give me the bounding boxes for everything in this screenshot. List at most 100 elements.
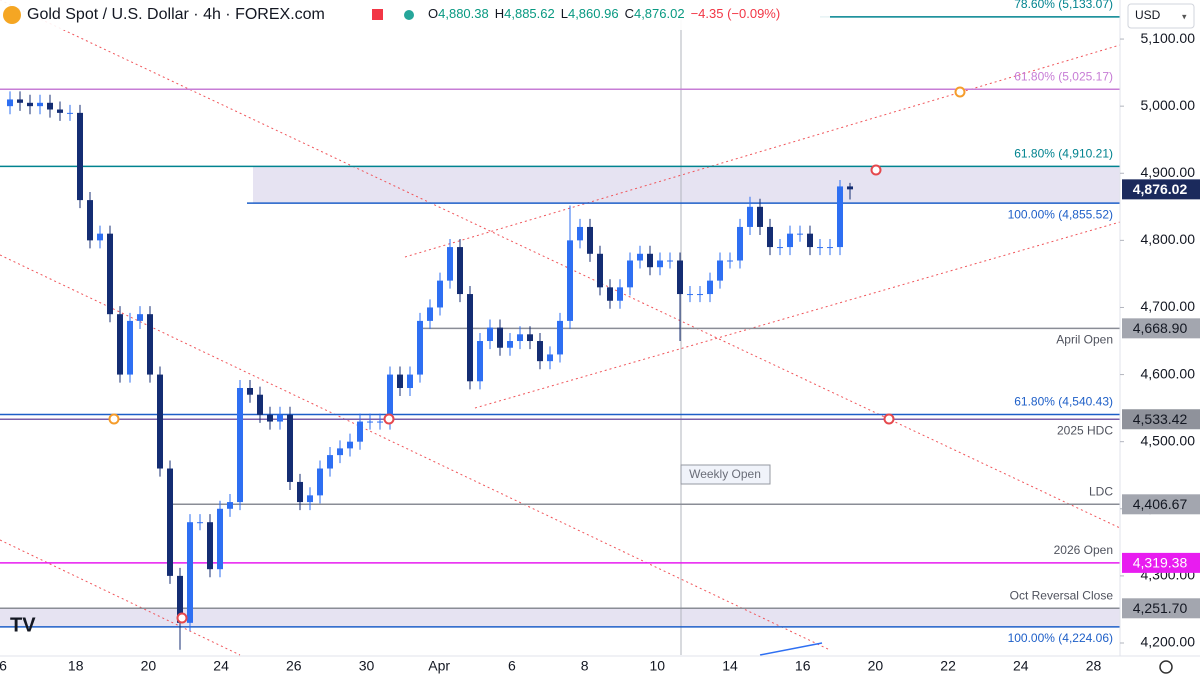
candle-body: [217, 508, 223, 570]
level-label: 100.00% (4,855.52): [1008, 207, 1113, 221]
last-price-box: [1122, 179, 1200, 200]
level-label: 100.00% (4,224.06): [1008, 631, 1113, 645]
y-tick-label: 5,000.00: [1141, 97, 1196, 113]
level-label: 2025 HDC: [1057, 423, 1113, 437]
trendline: [759, 642, 823, 656]
candle-body: [167, 468, 173, 576]
candle-body: [127, 320, 133, 375]
symbol: Gold Spot / U.S. Dollar · 4h · FOREX.com: [27, 6, 325, 23]
level-label: 61.80% (5,025.17): [1014, 69, 1113, 83]
candle-body: [17, 99, 23, 103]
candle-body: [227, 502, 233, 509]
y-tick-label: 4,800.00: [1141, 231, 1196, 247]
ohlc-value: 4,876.02: [634, 6, 685, 21]
x-tick-label: 6: [0, 658, 7, 674]
candle-body: [727, 260, 733, 262]
candle-body: [297, 481, 303, 503]
candle-body: [157, 374, 163, 469]
dropdown-icon[interactable]: ▾: [1182, 11, 1187, 21]
x-tick-label: 22: [940, 658, 956, 674]
candle-body: [487, 327, 493, 342]
price-box: [1122, 598, 1200, 619]
candle-body: [57, 109, 63, 113]
candle-body: [547, 354, 553, 362]
candle-body: [747, 206, 753, 227]
candle-body: [187, 522, 193, 623]
markers: [108, 86, 966, 624]
candle-body: [837, 186, 843, 248]
settings-icon[interactable]: [1159, 660, 1173, 674]
ohlc-value: 4,885.62: [504, 6, 555, 21]
ohlc-value: 4,860.96: [568, 6, 619, 21]
level-label: 61.80% (4,540.43): [1014, 395, 1113, 409]
candle-body: [427, 307, 433, 321]
x-tick-label: 24: [213, 658, 229, 674]
candle-body: [37, 102, 43, 107]
trendline: [474, 221, 1121, 409]
marker: [176, 612, 188, 624]
price-box-label: 4,533.42: [1133, 411, 1188, 427]
ohlc-key: C: [625, 6, 634, 21]
candle-body: [27, 102, 33, 107]
candle-body: [237, 387, 243, 503]
candle-body: [327, 455, 333, 469]
candle-body: [207, 522, 213, 570]
candle-body: [587, 226, 593, 254]
level-label: 61.80% (4,910.21): [1014, 147, 1113, 161]
marker: [883, 413, 895, 425]
marker: [870, 164, 882, 176]
candle-body: [377, 421, 383, 423]
annotation-box: [680, 464, 771, 485]
level-label: 2026 Open: [1054, 543, 1113, 557]
x-axis: 6 18 20 24 26 30 Apr 6 8 10 14 16 20 22 24 28: [0, 658, 1101, 674]
price-box-label: 4,251.70: [1133, 600, 1188, 616]
candle-body: [67, 112, 73, 114]
ohlc: O4,880.38 H4,885.62 L4,860.96 C4,876.02 −4.3…: [428, 6, 780, 21]
candle-body: [257, 394, 263, 415]
x-tick-label: 18: [68, 658, 84, 674]
candle-body: [757, 206, 763, 227]
candle-body: [87, 200, 93, 241]
candle-body: [107, 233, 113, 315]
candle-body: [737, 226, 743, 261]
candle-body: [677, 260, 683, 295]
candle-body: [517, 334, 523, 342]
candle-body: [637, 253, 643, 261]
x-tick-label: 28: [1086, 658, 1102, 674]
candle-body: [267, 414, 273, 422]
candle-body: [777, 247, 783, 249]
candle-body: [307, 495, 313, 503]
candle-body: [197, 522, 203, 524]
level-label: Oct Reversal Close: [1010, 588, 1114, 602]
x-tick-label: Apr: [428, 658, 450, 674]
candle-body: [397, 374, 403, 388]
x-tick-label: 16: [795, 658, 811, 674]
price-box-label: 4,406.67: [1133, 496, 1188, 512]
candle-body: [97, 233, 103, 241]
y-tick-label: 5,100.00: [1141, 30, 1196, 46]
currency[interactable]: USD: [1135, 8, 1161, 22]
y-tick-label: 4,900.00: [1141, 164, 1196, 180]
candle-body: [707, 280, 713, 295]
candle-body: [497, 327, 503, 348]
candle-body: [467, 294, 473, 382]
zones: [0, 166, 1120, 627]
candle-body: [827, 247, 833, 249]
marker: [383, 413, 395, 425]
candle-body: [797, 233, 803, 235]
price-box-label: 4,319.38: [1133, 555, 1188, 571]
x-tick-label: 6: [508, 658, 516, 674]
candle-body: [667, 260, 673, 262]
ohlc-value: 4,880.38: [438, 6, 489, 21]
candle-body: [447, 247, 453, 281]
candle-body: [527, 334, 533, 342]
x-tick-label: 30: [359, 658, 375, 674]
trendline: [0, 539, 241, 656]
currency-button[interactable]: [1127, 3, 1195, 29]
x-tick-label: 10: [650, 658, 666, 674]
candle-body: [787, 233, 793, 248]
y-tick-label: 4,600.00: [1141, 365, 1196, 381]
candle-body: [557, 320, 563, 355]
candle-body: [847, 186, 853, 190]
level-label: April Open: [1056, 333, 1113, 347]
